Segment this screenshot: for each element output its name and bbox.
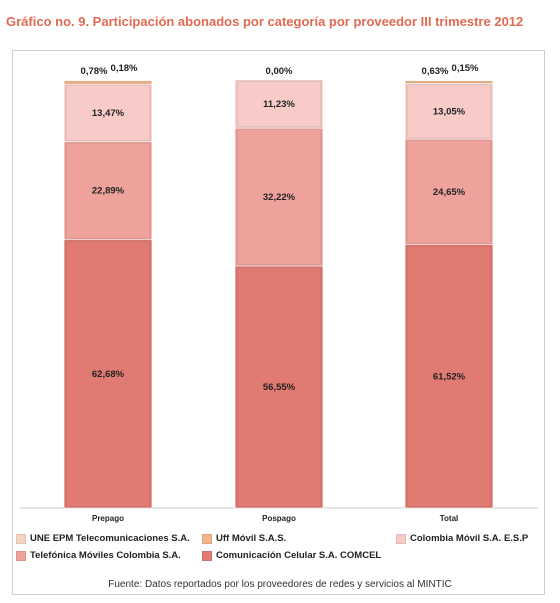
bar-segment [63,239,153,509]
legend-swatch [396,533,406,544]
bar-segment-shade [406,244,492,508]
bar-segment [404,244,494,509]
legend-swatch [202,550,212,561]
legend-item: Uff Móvil S.A.S. [202,533,286,544]
bar-segment-shade [236,128,322,266]
bar-segment-shade [236,80,322,129]
bar-segment [63,79,153,82]
data-label: 32,22% [263,192,296,203]
bar-segment-shade [406,80,492,84]
bar-segment-shade [236,265,322,508]
category-label: Total [440,514,459,523]
bar-segment [404,83,494,140]
data-label: 0,78% [81,66,108,77]
bar-segment [63,141,153,241]
legend-swatch [202,533,212,544]
data-label: 0,63% [422,66,449,77]
data-label: 13,47% [92,108,125,119]
bar-segment [234,265,324,509]
bar-segment [404,138,494,245]
chart-source: Fuente: Datos reportados por los proveed… [108,579,452,590]
data-label: 13,05% [433,106,466,117]
data-label: 0,18% [111,63,138,74]
bar-segment-shade [65,239,151,508]
data-label: 11,23% [263,99,295,110]
bar-segment-shade [406,83,492,140]
category-label: Prepago [92,514,124,523]
legend-item: Colombia Móvil S.A. E.S.P [396,533,528,544]
bar-segment-shade [406,139,492,245]
bar-segment [234,79,324,129]
legend-item: UNE EPM Telecomunicaciones S.A. [16,533,190,544]
data-label: 61,52% [433,371,466,382]
bar-segment [63,83,153,143]
legend-swatch [16,533,26,544]
category-label: Pospago [262,514,296,523]
legend-label: Comunicación Celular S.A. COMCEL [216,550,382,561]
legend-item: Comunicación Celular S.A. COMCEL [202,550,381,561]
bar-segment [404,79,494,81]
data-label: 0,00% [266,66,293,77]
legend-item: Telefónica Móviles Colombia S.A. [16,550,181,561]
chart-title: Gráfico no. 9. Participación abonados po… [6,14,524,29]
bar-segment-shade [65,80,151,85]
legend-label: UNE EPM Telecomunicaciones S.A. [30,533,190,544]
legend-label: Telefónica Móviles Colombia S.A. [30,550,181,561]
data-label: 24,65% [433,187,466,198]
legend-swatch [16,550,26,561]
legend-label: Colombia Móvil S.A. E.S.P [410,533,529,544]
bar-segment-shade [65,141,151,240]
bar-segment [234,127,324,267]
data-label: 0,15% [452,63,479,74]
data-label: 22,89% [92,186,125,197]
legend-label: Uff Móvil S.A.S. [216,533,287,544]
data-label: 56,55% [263,382,296,393]
data-label: 62,68% [92,369,125,380]
bar-segment-shade [65,84,151,142]
